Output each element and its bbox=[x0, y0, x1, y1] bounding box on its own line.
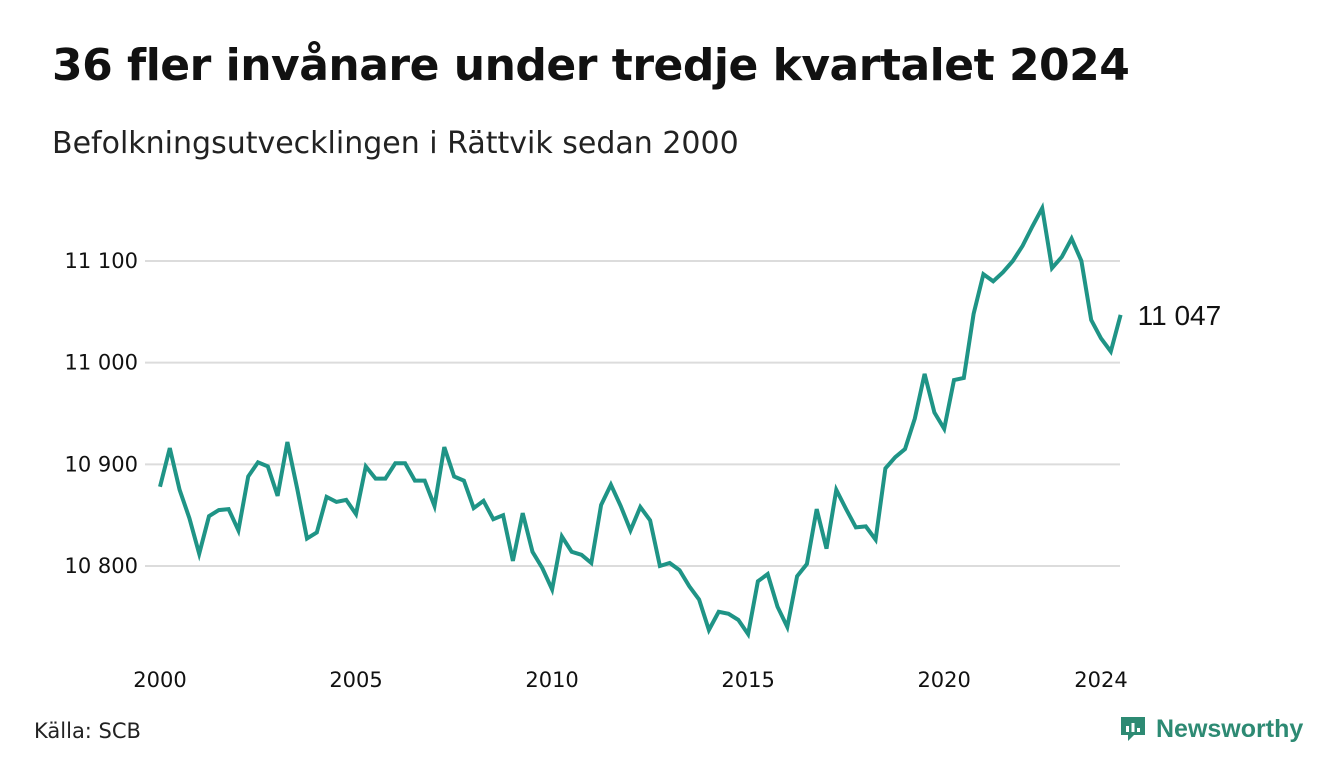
series-line bbox=[158, 201, 1123, 640]
x-tick-label: 2010 bbox=[525, 668, 578, 692]
y-tick-label: 11 100 bbox=[65, 249, 138, 273]
chart-subtitle: Befolkningsutvecklingen i Rättvik sedan … bbox=[52, 126, 739, 161]
end-value-label: 11 047 bbox=[1138, 300, 1222, 331]
y-tick-label: 11 000 bbox=[65, 351, 138, 375]
x-tick-label: 2005 bbox=[329, 668, 382, 692]
newsworthy-logo-icon bbox=[1121, 717, 1145, 741]
x-tick-label: 2020 bbox=[917, 668, 970, 692]
series-layer bbox=[158, 201, 1123, 640]
source-note: Källa: SCB bbox=[34, 719, 141, 743]
brand-name: Newsworthy bbox=[1156, 714, 1304, 743]
brand-logo[interactable]: Newsworthy bbox=[1118, 714, 1303, 744]
x-tick-label: 2024 bbox=[1074, 668, 1127, 692]
y-axis-ticks: 10 800 10 900 11 000 11 100 bbox=[65, 249, 138, 578]
line-chart: 10 800 10 900 11 000 11 100 2000 2005 2010 201… bbox=[65, 201, 1222, 692]
y-tick-label: 10 900 bbox=[65, 452, 138, 476]
x-tick-label: 2000 bbox=[133, 668, 186, 692]
chart-title: 36 fler invånare under tredje kvartalet … bbox=[52, 40, 1130, 91]
grid-lines bbox=[145, 260, 1120, 567]
x-axis-ticks: 2000 2005 2010 2015 2020 2024 bbox=[133, 668, 1127, 692]
x-tick-label: 2015 bbox=[721, 668, 774, 692]
y-tick-label: 10 800 bbox=[65, 554, 138, 578]
